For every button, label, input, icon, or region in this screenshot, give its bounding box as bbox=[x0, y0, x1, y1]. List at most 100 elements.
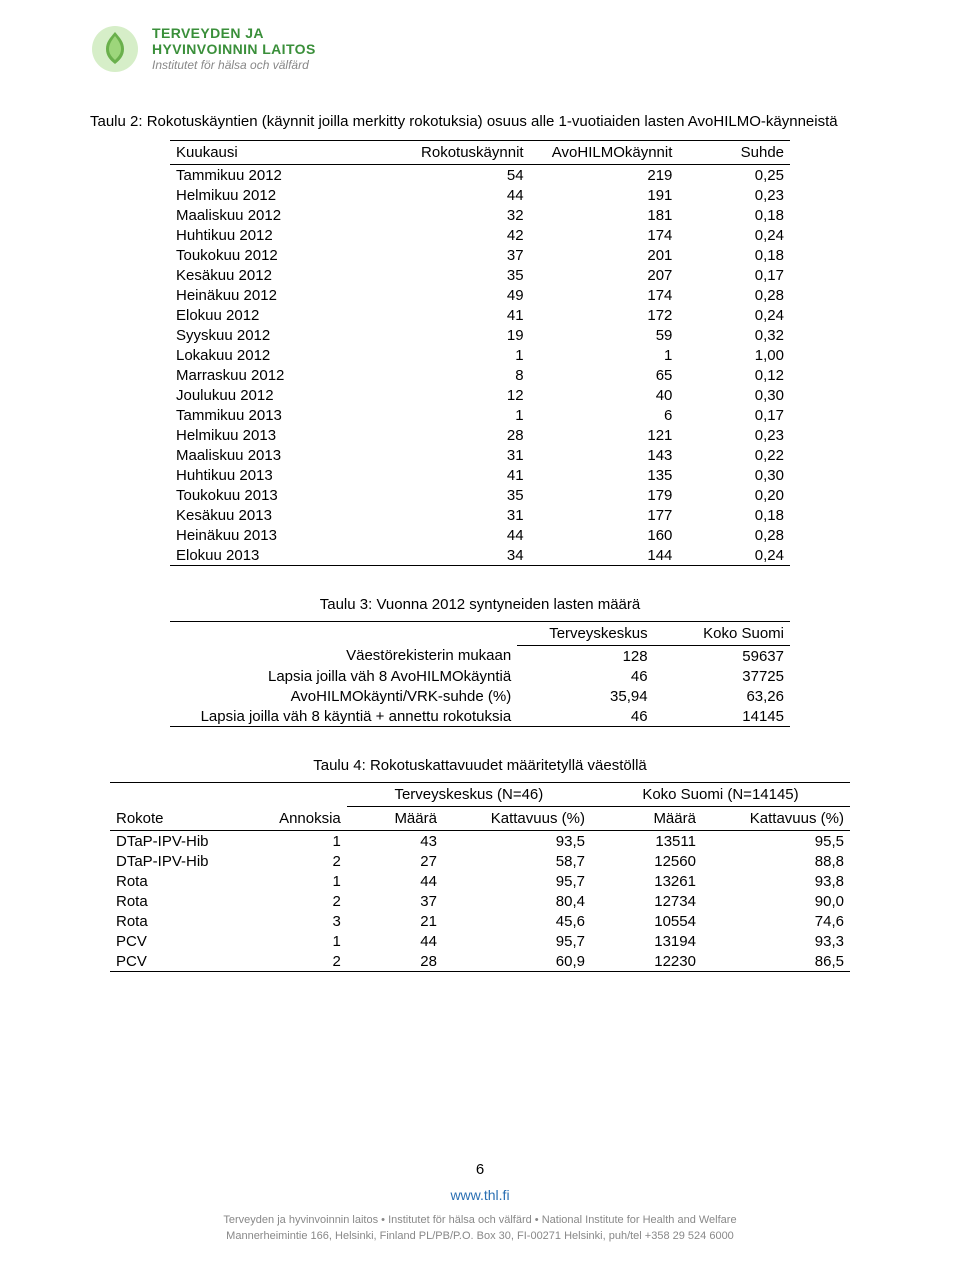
table-cell: Huhtikuu 2012 bbox=[170, 225, 381, 245]
table-cell: 8 bbox=[381, 365, 530, 385]
table-cell: 37725 bbox=[654, 666, 790, 686]
table-cell: PCV bbox=[110, 931, 243, 951]
table-cell: 191 bbox=[530, 185, 679, 205]
table-cell: 95,7 bbox=[443, 931, 591, 951]
group-header: Koko Suomi (N=14145) bbox=[591, 783, 850, 807]
table-cell: Tammikuu 2013 bbox=[170, 405, 381, 425]
table-cell: Elokuu 2012 bbox=[170, 305, 381, 325]
table-cell: 63,26 bbox=[654, 686, 790, 706]
org-name-line1: TERVEYDEN JA bbox=[152, 25, 316, 41]
table-cell: PCV bbox=[110, 951, 243, 972]
table-cell: 0,24 bbox=[678, 225, 790, 245]
table-cell: 44 bbox=[347, 931, 443, 951]
table-row: Tammikuu 2012542190,25 bbox=[170, 165, 790, 186]
table-cell: 2 bbox=[243, 851, 347, 871]
table-row: Helmikuu 2013281210,23 bbox=[170, 425, 790, 445]
table-row: Elokuu 2012411720,24 bbox=[170, 305, 790, 325]
table-cell: 93,5 bbox=[443, 831, 591, 852]
table-cell: 74,6 bbox=[702, 911, 850, 931]
table-cell: 35 bbox=[381, 265, 530, 285]
column-header: Kattavuus (%) bbox=[443, 807, 591, 831]
column-header: Rokotuskäynnit bbox=[381, 141, 530, 165]
table4-header-row: RokoteAnnoksiaMääräKattavuus (%)MääräKat… bbox=[110, 807, 850, 831]
footer: 6 www.thl.fi Terveyden ja hyvinvoinnin l… bbox=[0, 1159, 960, 1244]
table-cell: Maaliskuu 2012 bbox=[170, 205, 381, 225]
column-header: Määrä bbox=[347, 807, 443, 831]
table-row: Maaliskuu 2013311430,22 bbox=[170, 445, 790, 465]
table-cell: 35,94 bbox=[517, 686, 653, 706]
table-row: Kesäkuu 2013311770,18 bbox=[170, 505, 790, 525]
thl-logo-icon bbox=[90, 24, 140, 74]
table-cell: 93,8 bbox=[702, 871, 850, 891]
table-cell: Huhtikuu 2013 bbox=[170, 465, 381, 485]
column-header bbox=[170, 622, 517, 646]
table-cell: 0,17 bbox=[678, 405, 790, 425]
group-header: Terveyskeskus (N=46) bbox=[347, 783, 591, 807]
table-cell: 95,5 bbox=[702, 831, 850, 852]
table-cell: Marraskuu 2012 bbox=[170, 365, 381, 385]
table-cell: 37 bbox=[381, 245, 530, 265]
table-cell: DTaP-IPV-Hib bbox=[110, 831, 243, 852]
table-cell: 37 bbox=[347, 891, 443, 911]
table-row: Tammikuu 2013160,17 bbox=[170, 405, 790, 425]
table-cell: Kesäkuu 2012 bbox=[170, 265, 381, 285]
table-cell: 1 bbox=[381, 405, 530, 425]
table-cell: 143 bbox=[530, 445, 679, 465]
table-cell: 32 bbox=[381, 205, 530, 225]
table-cell: 31 bbox=[381, 445, 530, 465]
table-cell: Rota bbox=[110, 871, 243, 891]
table-row: Rota14495,71326193,8 bbox=[110, 871, 850, 891]
table-cell: 27 bbox=[347, 851, 443, 871]
table-cell: 90,0 bbox=[702, 891, 850, 911]
header: TERVEYDEN JA HYVINVOINNIN LAITOS Institu… bbox=[90, 24, 870, 74]
table-row: Huhtikuu 2013411350,30 bbox=[170, 465, 790, 485]
org-name-line3: Institutet för hälsa och välfärd bbox=[152, 59, 316, 73]
table-cell: 43 bbox=[347, 831, 443, 852]
column-header: Terveyskeskus bbox=[517, 622, 653, 646]
column-header: Koko Suomi bbox=[654, 622, 790, 646]
column-header: AvoHILMOkäynnit bbox=[530, 141, 679, 165]
column-header: Määrä bbox=[591, 807, 702, 831]
column-header: Rokote bbox=[110, 807, 243, 831]
table4-title: Taulu 4: Rokotuskattavuudet määritetyllä… bbox=[90, 757, 870, 774]
table-cell: 28 bbox=[347, 951, 443, 972]
table-cell: 201 bbox=[530, 245, 679, 265]
table-cell: 65 bbox=[530, 365, 679, 385]
table-cell: 28 bbox=[381, 425, 530, 445]
column-header: Suhde bbox=[678, 141, 790, 165]
table-cell: 0,24 bbox=[678, 305, 790, 325]
table-row: DTaP-IPV-Hib22758,71256088,8 bbox=[110, 851, 850, 871]
table-cell: 179 bbox=[530, 485, 679, 505]
table-row: Heinäkuu 2012491740,28 bbox=[170, 285, 790, 305]
table-row: DTaP-IPV-Hib14393,51351195,5 bbox=[110, 831, 850, 852]
table-cell: 93,3 bbox=[702, 931, 850, 951]
table2: KuukausiRokotuskäynnitAvoHILMOkäynnitSuh… bbox=[170, 140, 790, 566]
table-cell: 44 bbox=[347, 871, 443, 891]
table-cell: 172 bbox=[530, 305, 679, 325]
table4: Terveyskeskus (N=46)Koko Suomi (N=14145)… bbox=[110, 782, 850, 972]
table-cell: 0,30 bbox=[678, 465, 790, 485]
table-cell: 2 bbox=[243, 891, 347, 911]
column-header: Annoksia bbox=[243, 807, 347, 831]
table-cell: 80,4 bbox=[443, 891, 591, 911]
table-cell: 49 bbox=[381, 285, 530, 305]
table-cell: 1 bbox=[243, 871, 347, 891]
table2-header-row: KuukausiRokotuskäynnitAvoHILMOkäynnitSuh… bbox=[170, 141, 790, 165]
table-cell: AvoHILMOkäynti/VRK-suhde (%) bbox=[170, 686, 517, 706]
table-cell: 174 bbox=[530, 285, 679, 305]
table-cell: Kesäkuu 2013 bbox=[170, 505, 381, 525]
table-cell: 0,23 bbox=[678, 185, 790, 205]
table-cell: 13194 bbox=[591, 931, 702, 951]
table-cell: 135 bbox=[530, 465, 679, 485]
table-cell: 59 bbox=[530, 325, 679, 345]
table-cell: 177 bbox=[530, 505, 679, 525]
table-cell: 0,23 bbox=[678, 425, 790, 445]
table-row: Rota32145,61055474,6 bbox=[110, 911, 850, 931]
table2-title: Taulu 2: Rokotuskäyntien (käynnit joilla… bbox=[90, 112, 870, 132]
table-cell: 144 bbox=[530, 545, 679, 566]
table-cell: DTaP-IPV-Hib bbox=[110, 851, 243, 871]
table-cell: 12 bbox=[381, 385, 530, 405]
table-row: PCV14495,71319493,3 bbox=[110, 931, 850, 951]
table-row: Huhtikuu 2012421740,24 bbox=[170, 225, 790, 245]
table-cell: Maaliskuu 2013 bbox=[170, 445, 381, 465]
